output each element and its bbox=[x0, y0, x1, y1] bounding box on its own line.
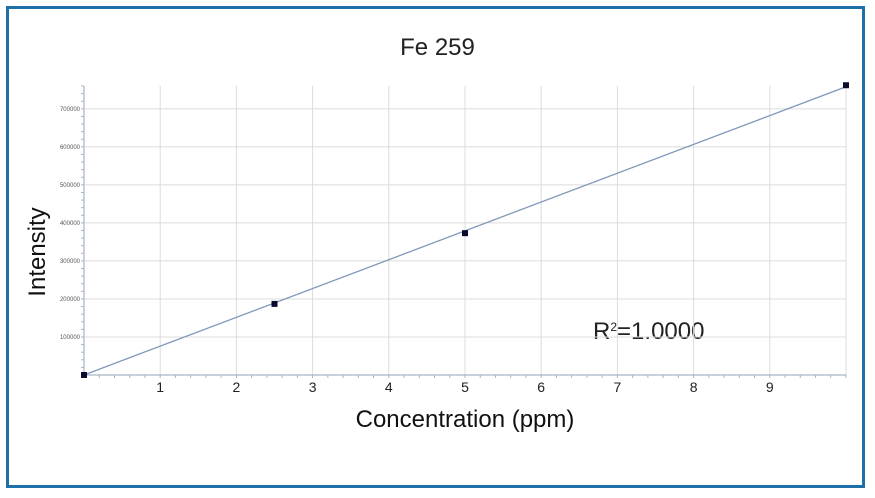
x-tick-label: 5 bbox=[461, 379, 469, 395]
x-tick-label: 8 bbox=[690, 379, 698, 395]
data-point bbox=[81, 372, 87, 378]
y-tick-label: 400000 bbox=[60, 221, 81, 227]
data-point bbox=[462, 230, 468, 237]
y-tick-label: 200000 bbox=[60, 297, 81, 303]
data-point bbox=[271, 300, 278, 307]
y-tick-label: 700000 bbox=[60, 107, 81, 113]
x-tick-label: 7 bbox=[614, 379, 622, 395]
x-axis-label: Concentration (ppm) bbox=[355, 406, 575, 433]
r-squared-superscript: 2 bbox=[610, 320, 618, 334]
y-tick-label: 500000 bbox=[60, 183, 81, 189]
y-tick-label: 600000 bbox=[60, 145, 81, 151]
chart-frame bbox=[6, 6, 865, 488]
x-tick-label: 1 bbox=[156, 379, 164, 395]
r-squared-prefix: R bbox=[593, 318, 611, 345]
x-tick-label: 3 bbox=[309, 379, 317, 395]
r-squared-annotation: R2=1.0000 bbox=[593, 318, 704, 346]
r-squared-value: =1.0000 bbox=[617, 318, 705, 345]
x-tick-label: 2 bbox=[233, 379, 241, 395]
y-tick-label: 300000 bbox=[60, 259, 81, 265]
chart-title: Fe 259 bbox=[400, 34, 475, 61]
y-tick-label: 100000 bbox=[60, 335, 81, 341]
x-tick-label: 4 bbox=[385, 379, 393, 395]
x-tick-label: 9 bbox=[766, 379, 774, 395]
x-tick-label: 6 bbox=[537, 379, 545, 395]
data-point bbox=[843, 82, 849, 89]
